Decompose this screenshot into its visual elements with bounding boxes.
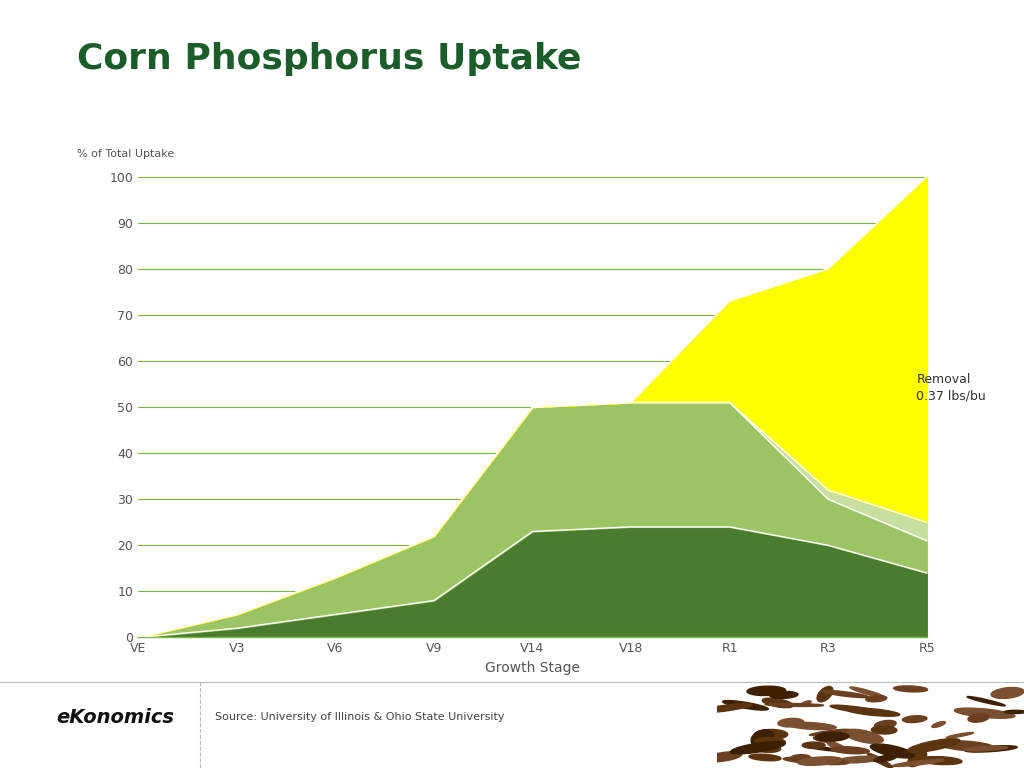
Ellipse shape bbox=[991, 687, 1024, 698]
Ellipse shape bbox=[865, 696, 887, 702]
Ellipse shape bbox=[954, 708, 1015, 718]
Ellipse shape bbox=[1005, 710, 1024, 713]
Ellipse shape bbox=[874, 720, 896, 729]
Ellipse shape bbox=[894, 686, 928, 692]
Ellipse shape bbox=[752, 730, 774, 748]
Text: % of Total Uptake: % of Total Uptake bbox=[77, 149, 174, 159]
Ellipse shape bbox=[867, 753, 893, 768]
Ellipse shape bbox=[705, 752, 741, 762]
Text: Corn Phosphorus Uptake: Corn Phosphorus Uptake bbox=[77, 42, 582, 76]
Ellipse shape bbox=[946, 733, 974, 738]
Ellipse shape bbox=[907, 739, 959, 752]
Ellipse shape bbox=[786, 723, 837, 730]
Ellipse shape bbox=[932, 722, 945, 727]
Ellipse shape bbox=[816, 732, 849, 741]
Ellipse shape bbox=[762, 698, 794, 707]
Text: Source: University of Illinois & Ohio State University: Source: University of Illinois & Ohio St… bbox=[215, 712, 505, 723]
Ellipse shape bbox=[965, 746, 1017, 752]
Text: Removal
0.37 lbs/bu: Removal 0.37 lbs/bu bbox=[916, 372, 986, 403]
Ellipse shape bbox=[770, 691, 798, 698]
Ellipse shape bbox=[730, 742, 785, 753]
Ellipse shape bbox=[813, 737, 836, 743]
Ellipse shape bbox=[810, 730, 849, 736]
Ellipse shape bbox=[792, 755, 810, 760]
Ellipse shape bbox=[968, 714, 989, 722]
Ellipse shape bbox=[830, 705, 887, 714]
Ellipse shape bbox=[802, 742, 825, 749]
Ellipse shape bbox=[746, 686, 785, 696]
Ellipse shape bbox=[697, 703, 753, 713]
Text: eKonomics: eKonomics bbox=[56, 708, 174, 727]
Ellipse shape bbox=[827, 741, 847, 751]
Ellipse shape bbox=[836, 756, 883, 763]
Ellipse shape bbox=[783, 757, 849, 765]
Ellipse shape bbox=[756, 730, 787, 740]
Ellipse shape bbox=[908, 750, 927, 766]
Ellipse shape bbox=[801, 701, 811, 706]
Ellipse shape bbox=[844, 730, 884, 743]
Ellipse shape bbox=[967, 697, 1006, 706]
Ellipse shape bbox=[920, 756, 962, 765]
Ellipse shape bbox=[847, 708, 900, 717]
Ellipse shape bbox=[871, 726, 897, 734]
Ellipse shape bbox=[939, 741, 995, 751]
X-axis label: Growth Stage: Growth Stage bbox=[485, 660, 580, 675]
Ellipse shape bbox=[778, 718, 804, 727]
Ellipse shape bbox=[765, 703, 824, 707]
Ellipse shape bbox=[902, 716, 927, 723]
Ellipse shape bbox=[798, 756, 842, 766]
Ellipse shape bbox=[850, 687, 885, 697]
Ellipse shape bbox=[964, 746, 1008, 751]
Ellipse shape bbox=[893, 760, 944, 766]
Ellipse shape bbox=[723, 700, 768, 710]
Ellipse shape bbox=[870, 744, 914, 758]
Ellipse shape bbox=[753, 744, 780, 753]
Ellipse shape bbox=[821, 690, 868, 697]
Ellipse shape bbox=[817, 687, 833, 702]
Ellipse shape bbox=[755, 737, 785, 745]
Ellipse shape bbox=[831, 746, 869, 753]
Ellipse shape bbox=[749, 754, 781, 761]
Ellipse shape bbox=[809, 746, 848, 752]
Ellipse shape bbox=[874, 755, 897, 762]
